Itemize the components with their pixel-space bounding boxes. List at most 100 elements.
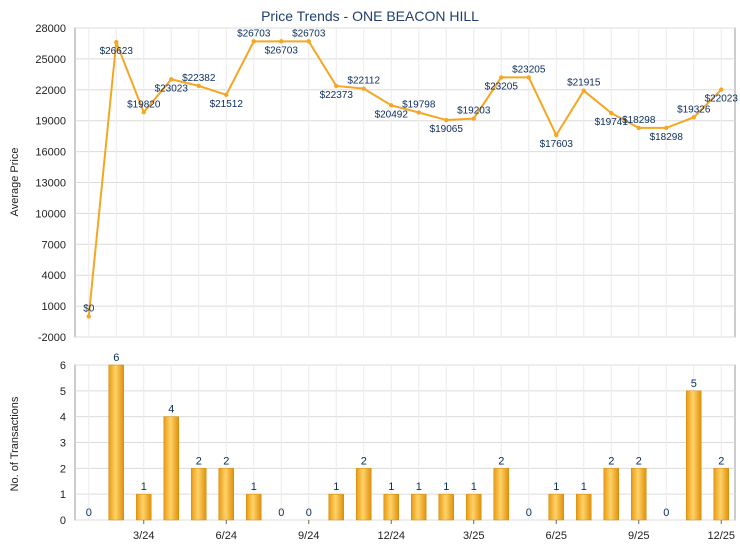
- transactions-ytick-label: 4: [60, 412, 66, 424]
- price-ytick-label: 10000: [35, 208, 66, 220]
- price-point: [581, 88, 586, 93]
- price-ytick-label: 1000: [42, 301, 66, 313]
- transaction-count-label: 2: [718, 455, 724, 467]
- price-panel: -2000 1000 4000 7000 10000 13000 16000 19000 220…: [35, 23, 738, 344]
- x-tick-label: 3/25: [463, 530, 484, 542]
- transaction-count-label: 0: [86, 507, 92, 519]
- transaction-count-label: 1: [553, 481, 559, 493]
- price-data-label: $19203: [457, 106, 491, 117]
- transaction-count-label: 2: [608, 455, 614, 467]
- price-data-label: $22023: [705, 94, 739, 105]
- transaction-bar: [438, 493, 454, 521]
- price-point: [719, 87, 724, 92]
- chart-title: Price Trends - ONE BEACON HILL: [261, 8, 479, 24]
- price-point: [691, 115, 696, 120]
- x-tick-label: 9/24: [298, 530, 319, 542]
- transaction-bar: [246, 493, 262, 521]
- transactions-ytick-label: 2: [60, 463, 66, 475]
- price-point: [444, 117, 449, 123]
- x-tick-label: 12/24: [377, 530, 405, 542]
- transactions-ytick-label: 6: [60, 360, 66, 372]
- price-point: [554, 132, 559, 138]
- price-ytick-label: 22000: [35, 85, 66, 97]
- price-data-label: $18298: [622, 115, 656, 126]
- transaction-count-label: 0: [526, 507, 532, 519]
- price-ytick-label: 16000: [35, 147, 66, 159]
- x-tick-label: 3/24: [133, 530, 154, 542]
- price-data-label: $23205: [485, 81, 519, 92]
- price-data-label: $20492: [375, 109, 409, 120]
- price-data-label: $21915: [567, 78, 601, 89]
- transaction-count-label: 4: [168, 404, 174, 416]
- transaction-count-label: 2: [196, 455, 202, 467]
- price-data-label: $19741: [595, 117, 629, 128]
- price-point: [334, 83, 339, 89]
- transaction-bar: [136, 493, 152, 521]
- transaction-bar: [163, 416, 179, 521]
- x-tick-label: 12/25: [707, 530, 735, 542]
- price-point: [279, 39, 284, 44]
- transaction-bar: [108, 364, 124, 521]
- transaction-count-label: 1: [443, 481, 449, 493]
- price-point: [306, 39, 311, 44]
- transaction-bar: [383, 493, 399, 521]
- price-point: [141, 110, 146, 115]
- price-axis-label: Average Price: [9, 148, 21, 217]
- price-data-label: $19798: [402, 99, 436, 110]
- price-point: [499, 75, 504, 80]
- transactions-ytick-label: 3: [60, 438, 66, 450]
- transaction-bar: [686, 390, 702, 521]
- price-point: [526, 75, 531, 80]
- price-point: [609, 110, 614, 116]
- transaction-bar: [631, 468, 647, 521]
- transaction-count-label: 0: [663, 507, 669, 519]
- transaction-bar: [411, 493, 427, 521]
- price-data-label: $26703: [265, 45, 299, 56]
- price-data-label: $17603: [540, 139, 574, 150]
- transactions-axis-label: No. of Transactions: [9, 396, 21, 491]
- price-ytick-label: 25000: [35, 54, 66, 66]
- x-tick-label: 9/25: [628, 530, 649, 542]
- price-point: [664, 125, 669, 131]
- x-tick-label: 6/24: [216, 530, 237, 542]
- transaction-count-label: 1: [388, 481, 394, 493]
- price-data-label: $21512: [210, 99, 244, 110]
- price-point: [86, 314, 91, 319]
- transaction-bar: [603, 468, 619, 521]
- x-tick-label: 6/25: [546, 530, 567, 542]
- price-data-label: $22382: [182, 73, 216, 84]
- transaction-count-label: 1: [416, 481, 422, 493]
- transaction-count-label: 1: [333, 481, 339, 493]
- price-point: [389, 103, 394, 108]
- price-ytick-label: 4000: [42, 270, 66, 282]
- price-point: [361, 86, 366, 91]
- price-data-label: $19065: [430, 124, 464, 135]
- transaction-bar: [713, 468, 729, 521]
- transactions-panel: 0 1 2 3 4 5 6 0 6 1 4 2 2 1 0 0 1 2 1 1 1 1 2 0 1 1 2 2 0 5 2 3/24 6/24 9…: [60, 352, 736, 542]
- transaction-bar: [466, 493, 482, 521]
- price-data-label: $18298: [650, 132, 684, 143]
- price-point: [114, 39, 119, 45]
- price-data-label: $22373: [320, 90, 354, 101]
- transaction-count-label: 0: [306, 507, 312, 519]
- price-data-label: $22112: [347, 76, 380, 87]
- price-data-label: $19326: [677, 104, 711, 115]
- transactions-ytick-label: 0: [60, 515, 66, 527]
- transaction-count-label: 1: [251, 481, 257, 493]
- price-data-label: $26623: [100, 46, 134, 57]
- transaction-bar: [576, 493, 592, 521]
- price-data-label: $19820: [127, 99, 161, 110]
- price-point: [196, 83, 201, 89]
- price-ytick-label: 19000: [35, 116, 66, 128]
- price-data-label: $26703: [237, 28, 271, 39]
- transaction-bar: [328, 493, 344, 521]
- transactions-ytick-label: 1: [60, 489, 66, 501]
- price-data-label: $26703: [292, 28, 326, 39]
- transaction-count-label: 1: [471, 481, 477, 493]
- price-point: [636, 125, 641, 131]
- transaction-count-label: 5: [691, 378, 697, 390]
- price-point: [416, 110, 421, 115]
- transaction-count-label: 2: [223, 455, 229, 467]
